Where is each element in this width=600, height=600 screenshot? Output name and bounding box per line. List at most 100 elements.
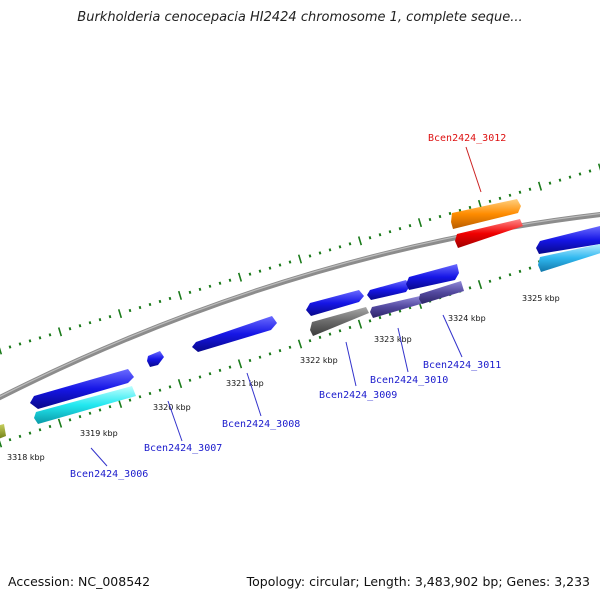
minor-tick: [48, 333, 52, 337]
position-label: 3324 kbp: [448, 314, 486, 323]
minor-tick: [328, 332, 332, 336]
map-title: Burkholderia cenocepacia HI2424 chromoso…: [77, 10, 523, 25]
gene-arrow[interactable]: [147, 351, 164, 367]
leader-line: [167, 400, 183, 442]
minor-tick: [168, 296, 172, 301]
minor-tick: [498, 196, 502, 200]
minor-tick: [308, 339, 312, 343]
gene-arrow[interactable]: [367, 280, 410, 300]
minor-tick: [308, 254, 312, 258]
minor-tick: [578, 172, 582, 176]
minor-tick: [138, 395, 142, 399]
gene-labels: Bcen2424_3006 Bcen2424_3007 Bcen2424_300…: [70, 133, 506, 480]
gene-feature[interactable]: [34, 386, 136, 424]
gene-arrow[interactable]: [306, 290, 364, 316]
leader-line: [397, 327, 409, 373]
minor-tick: [38, 428, 42, 432]
minor-tick: [258, 355, 262, 359]
minor-tick: [108, 405, 112, 409]
minor-tick: [68, 418, 72, 422]
leader-line: [90, 447, 108, 467]
gene-label-3012[interactable]: Bcen2424_3012: [428, 133, 506, 144]
major-tick: [0, 347, 3, 355]
minor-tick: [18, 342, 22, 346]
position-label: 3320 kbp: [153, 403, 191, 412]
minor-tick: [328, 248, 332, 252]
minor-tick: [498, 276, 502, 280]
genome-summary-text: Topology: circular; Length: 3,483,902 bp…: [246, 574, 590, 589]
minor-tick: [318, 335, 322, 339]
minor-tick: [28, 339, 32, 343]
minor-tick: [128, 398, 132, 402]
minor-tick: [368, 319, 372, 323]
gene-arrow[interactable]: [536, 226, 600, 254]
gene-arrow[interactable]: [451, 199, 521, 229]
minor-tick: [268, 266, 272, 270]
minor-tick: [258, 269, 262, 273]
minor-tick: [388, 230, 392, 234]
gene-feature[interactable]: [538, 244, 600, 272]
minor-tick: [508, 193, 512, 197]
major-tick: [237, 272, 243, 282]
gene-feature[interactable]: [310, 307, 369, 336]
minor-tick: [208, 372, 212, 376]
major-tick: [477, 280, 483, 290]
major-tick: [237, 359, 243, 369]
major-tick: [297, 254, 303, 264]
minor-tick: [48, 424, 52, 429]
minor-tick: [348, 242, 352, 246]
minor-tick: [248, 358, 252, 363]
minor-tick: [28, 431, 32, 435]
major-tick: [117, 309, 123, 319]
minor-tick: [18, 434, 22, 438]
gene-arrow[interactable]: [30, 369, 134, 409]
minor-tick: [378, 233, 382, 237]
position-label: 3318 kbp: [7, 453, 45, 462]
major-tick: [0, 440, 3, 448]
minor-tick: [88, 321, 92, 325]
minor-tick: [588, 169, 592, 173]
lower-strand-features: [0, 219, 600, 440]
gene-feature[interactable]: [455, 219, 523, 248]
minor-tick: [568, 175, 572, 179]
minor-tick: [528, 187, 532, 191]
major-tick: [357, 319, 363, 329]
minor-tick: [78, 324, 82, 328]
minor-tick: [198, 375, 202, 379]
minor-tick: [388, 312, 392, 316]
gene-label-3011[interactable]: Bcen2424_3011: [423, 360, 501, 371]
position-labels: 3318 kbp 3319 kbp 3320 kbp 3321 kbp 3322…: [7, 294, 560, 462]
gene-arrow[interactable]: [192, 316, 277, 352]
major-tick: [177, 379, 183, 389]
minor-tick: [218, 368, 222, 372]
minor-tick: [218, 281, 222, 285]
minor-tick: [8, 345, 12, 349]
gene-feature[interactable]: [419, 281, 464, 304]
upper-strand-features: [30, 199, 600, 409]
minor-tick: [508, 273, 512, 277]
gene-label-3010[interactable]: Bcen2424_3010: [370, 375, 448, 386]
minor-tick: [468, 205, 472, 210]
gene-feature[interactable]: [0, 424, 6, 440]
minor-tick: [38, 336, 42, 340]
minor-tick: [428, 217, 432, 222]
minor-tick: [228, 365, 232, 369]
gene-label-3009[interactable]: Bcen2424_3009: [319, 390, 397, 401]
minor-tick: [378, 316, 382, 320]
minor-tick: [108, 315, 112, 319]
minor-tick: [348, 325, 352, 330]
major-tick: [57, 418, 63, 428]
position-label: 3322 kbp: [300, 356, 338, 365]
gene-label-3007[interactable]: Bcen2424_3007: [144, 443, 222, 454]
gene-label-3006[interactable]: Bcen2424_3006: [70, 469, 148, 480]
gene-arrow[interactable]: [406, 264, 459, 290]
minor-tick: [278, 349, 282, 353]
minor-tick: [268, 352, 272, 356]
gene-label-3008[interactable]: Bcen2424_3008: [222, 419, 300, 430]
gene-feature[interactable]: [370, 296, 424, 318]
leader-line: [246, 372, 262, 417]
minor-tick: [188, 290, 192, 294]
minor-tick: [398, 227, 402, 231]
minor-tick: [288, 260, 292, 264]
